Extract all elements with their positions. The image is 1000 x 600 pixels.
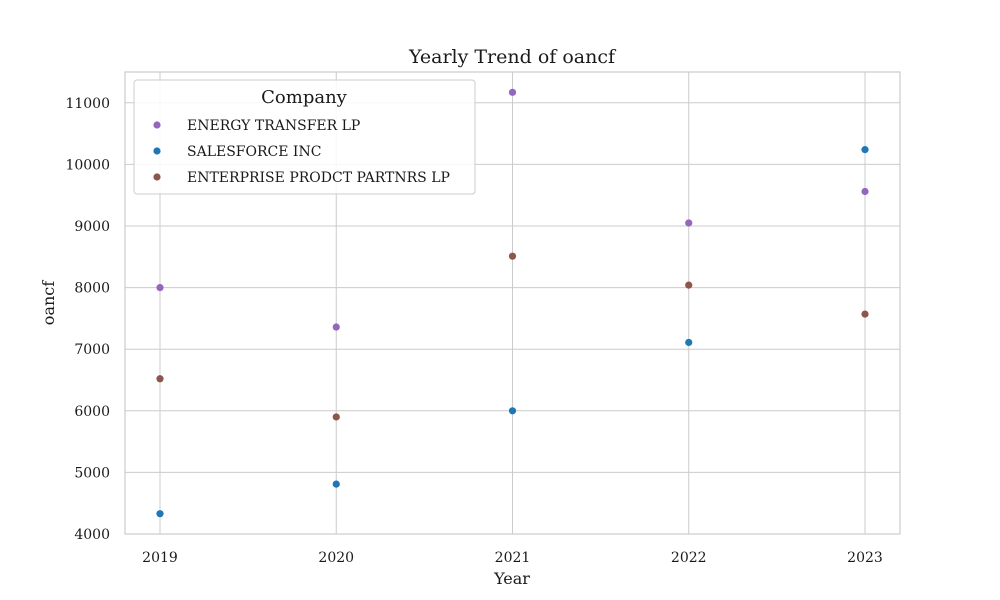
y-tick-label: 4000 <box>74 527 110 543</box>
y-tick-label: 7000 <box>74 342 110 358</box>
tick-labels: 2019 2020 2021 2022 2023 4000 5000 6000 7000 8000… <box>65 96 882 566</box>
y-axis-label: oancf <box>39 280 58 325</box>
data-point <box>332 323 340 331</box>
x-tick-label: 2021 <box>495 550 531 566</box>
legend-label: SALESFORCE INC <box>187 144 321 160</box>
data-point <box>685 281 693 289</box>
y-tick-label: 8000 <box>74 281 110 297</box>
data-point <box>508 407 517 415</box>
x-axis-label: Year <box>493 569 530 588</box>
x-tick-label: 2019 <box>142 550 178 566</box>
chart-title: Yearly Trend of oancf <box>408 46 617 68</box>
legend-marker <box>153 147 161 155</box>
data-point <box>332 480 340 488</box>
y-tick-label: 5000 <box>74 465 110 481</box>
data-point <box>861 146 869 154</box>
legend-title: Company <box>261 87 348 108</box>
legend-label: ENTERPRISE PRODCT PARTNRS LP <box>187 170 450 186</box>
legend-marker <box>153 121 161 129</box>
y-tick-label: 11000 <box>65 96 110 112</box>
data-point <box>156 284 164 292</box>
data-point <box>508 252 517 260</box>
data-point <box>332 413 340 421</box>
data-points <box>156 88 869 518</box>
data-point <box>156 375 164 383</box>
y-tick-label: 10000 <box>65 157 110 173</box>
data-point <box>685 219 693 227</box>
plot-frame <box>124 71 901 535</box>
x-tick-label: 2020 <box>318 550 354 566</box>
data-point <box>861 187 869 196</box>
y-tick-label: 6000 <box>74 404 110 420</box>
data-point <box>685 338 693 347</box>
y-tick-label: 9000 <box>74 219 110 235</box>
legend-items: ENERGY TRANSFER LP SALESFORCE INC ENTERPRI… <box>153 118 450 186</box>
data-point <box>156 510 164 518</box>
legend-box <box>133 79 476 195</box>
x-tick-label: 2023 <box>847 550 883 566</box>
data-point <box>508 88 517 96</box>
legend: Company ENERGY TRANSFER LP SALESFORCE INC… <box>133 79 476 195</box>
legend-marker <box>153 173 161 181</box>
legend-label: ENERGY TRANSFER LP <box>187 118 360 134</box>
x-tick-label: 2022 <box>671 550 707 566</box>
data-point <box>861 310 869 318</box>
